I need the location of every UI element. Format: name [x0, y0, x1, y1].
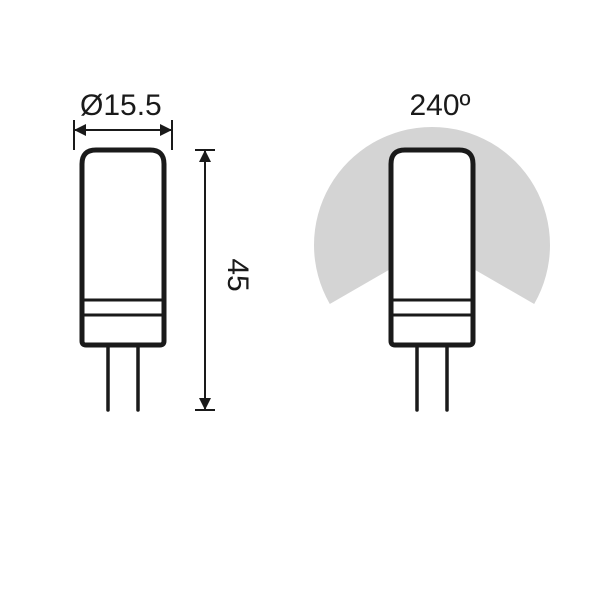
height-label: 45 — [221, 258, 254, 291]
beam-angle-label: 240º — [409, 89, 470, 122]
diameter-label: Ø15.5 — [80, 89, 162, 122]
